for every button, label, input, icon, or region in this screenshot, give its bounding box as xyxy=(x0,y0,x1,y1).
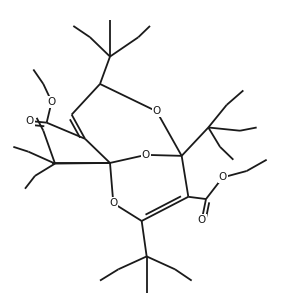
Text: O: O xyxy=(197,215,206,225)
Text: O: O xyxy=(47,97,56,107)
Text: O: O xyxy=(219,172,227,182)
Text: O: O xyxy=(142,150,150,160)
Text: O: O xyxy=(153,106,161,116)
Text: O: O xyxy=(109,198,117,208)
Text: O: O xyxy=(26,116,34,126)
